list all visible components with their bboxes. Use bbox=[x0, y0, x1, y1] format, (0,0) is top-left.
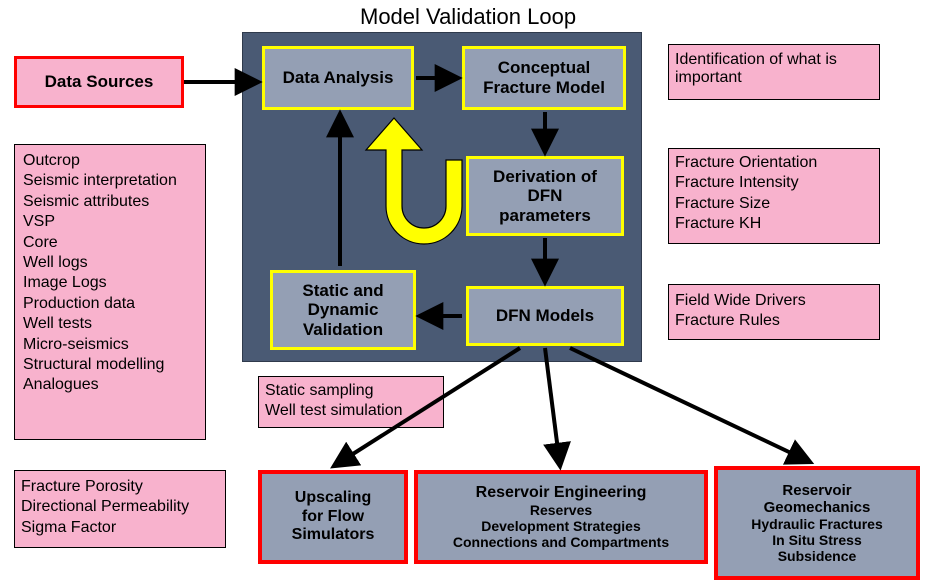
note-fracture-params: Fracture Orientation Fracture Intensity … bbox=[668, 148, 880, 244]
list-item: Analogues bbox=[23, 375, 99, 395]
note-data-types-list: Outcrop Seismic interpretation Seismic a… bbox=[14, 144, 206, 440]
list-item: Micro-seismics bbox=[23, 335, 129, 355]
note-static-sampling: Static sampling Well test simulation bbox=[258, 376, 444, 428]
note-upscaling-outputs: Fracture Porosity Directional Permeabili… bbox=[14, 470, 226, 548]
list-item: Field Wide Drivers bbox=[675, 291, 806, 311]
node-subline: Subsidence bbox=[778, 548, 857, 564]
node-reservoir-geomechanics: Reservoir Geomechanics Hydraulic Fractur… bbox=[714, 466, 920, 580]
list-item: Core bbox=[23, 233, 58, 253]
list-item: Fracture KH bbox=[675, 214, 761, 234]
list-item: Production data bbox=[23, 294, 135, 314]
node-static-dynamic-validation: Static and Dynamic Validation bbox=[270, 270, 416, 350]
list-item: Well logs bbox=[23, 253, 88, 273]
node-label: Reservoir Engineering bbox=[476, 484, 647, 502]
note-identification: Identification of what is important bbox=[668, 44, 880, 100]
list-item: VSP bbox=[23, 212, 55, 232]
list-item: Sigma Factor bbox=[21, 518, 116, 538]
diagram-canvas: Model Validation Loop Data Sources Data … bbox=[0, 0, 935, 588]
list-item: Well tests bbox=[23, 314, 92, 334]
node-label: Conceptual Fracture Model bbox=[483, 58, 605, 97]
node-conceptual-fracture-model: Conceptual Fracture Model bbox=[462, 46, 626, 110]
list-item: Fracture Porosity bbox=[21, 477, 143, 497]
list-item: Directional Permeability bbox=[21, 497, 189, 517]
list-item: Image Logs bbox=[23, 273, 107, 293]
note-field-drivers: Field Wide Drivers Fracture Rules bbox=[668, 284, 880, 340]
note-text: Identification of what is important bbox=[675, 51, 837, 88]
list-item: Fracture Size bbox=[675, 194, 770, 214]
node-label: Derivation of DFN parameters bbox=[493, 167, 597, 226]
node-label: Data Sources bbox=[45, 72, 154, 92]
node-subline: Reserves bbox=[530, 502, 592, 518]
node-subline: Connections and Compartments bbox=[453, 534, 669, 550]
list-item: Static sampling bbox=[265, 381, 374, 401]
node-label: Upscaling for Flow Simulators bbox=[292, 489, 375, 544]
node-label: DFN Models bbox=[496, 306, 594, 326]
node-upscaling: Upscaling for Flow Simulators bbox=[258, 470, 408, 564]
node-subline: In Situ Stress bbox=[772, 532, 861, 548]
node-label: Data Analysis bbox=[283, 68, 394, 88]
node-data-sources: Data Sources bbox=[14, 56, 184, 108]
list-item: Seismic attributes bbox=[23, 192, 149, 212]
list-item: Fracture Rules bbox=[675, 311, 780, 331]
list-item: Structural modelling bbox=[23, 355, 164, 375]
node-subline: Hydraulic Fractures bbox=[751, 516, 883, 532]
node-derivation-dfn-parameters: Derivation of DFN parameters bbox=[466, 156, 624, 236]
list-item: Seismic interpretation bbox=[23, 171, 177, 191]
node-label: Reservoir Geomechanics bbox=[764, 482, 871, 517]
node-data-analysis: Data Analysis bbox=[262, 46, 414, 110]
node-dfn-models: DFN Models bbox=[466, 286, 624, 346]
list-item: Fracture Intensity bbox=[675, 173, 799, 193]
list-item: Fracture Orientation bbox=[675, 153, 817, 173]
list-item: Well test simulation bbox=[265, 401, 403, 421]
node-subline: Development Strategies bbox=[481, 518, 641, 534]
list-item: Outcrop bbox=[23, 151, 80, 171]
node-reservoir-engineering: Reservoir Engineering Reserves Developme… bbox=[414, 470, 708, 564]
diagram-title: Model Validation Loop bbox=[360, 4, 576, 30]
node-label: Static and Dynamic Validation bbox=[302, 281, 383, 340]
